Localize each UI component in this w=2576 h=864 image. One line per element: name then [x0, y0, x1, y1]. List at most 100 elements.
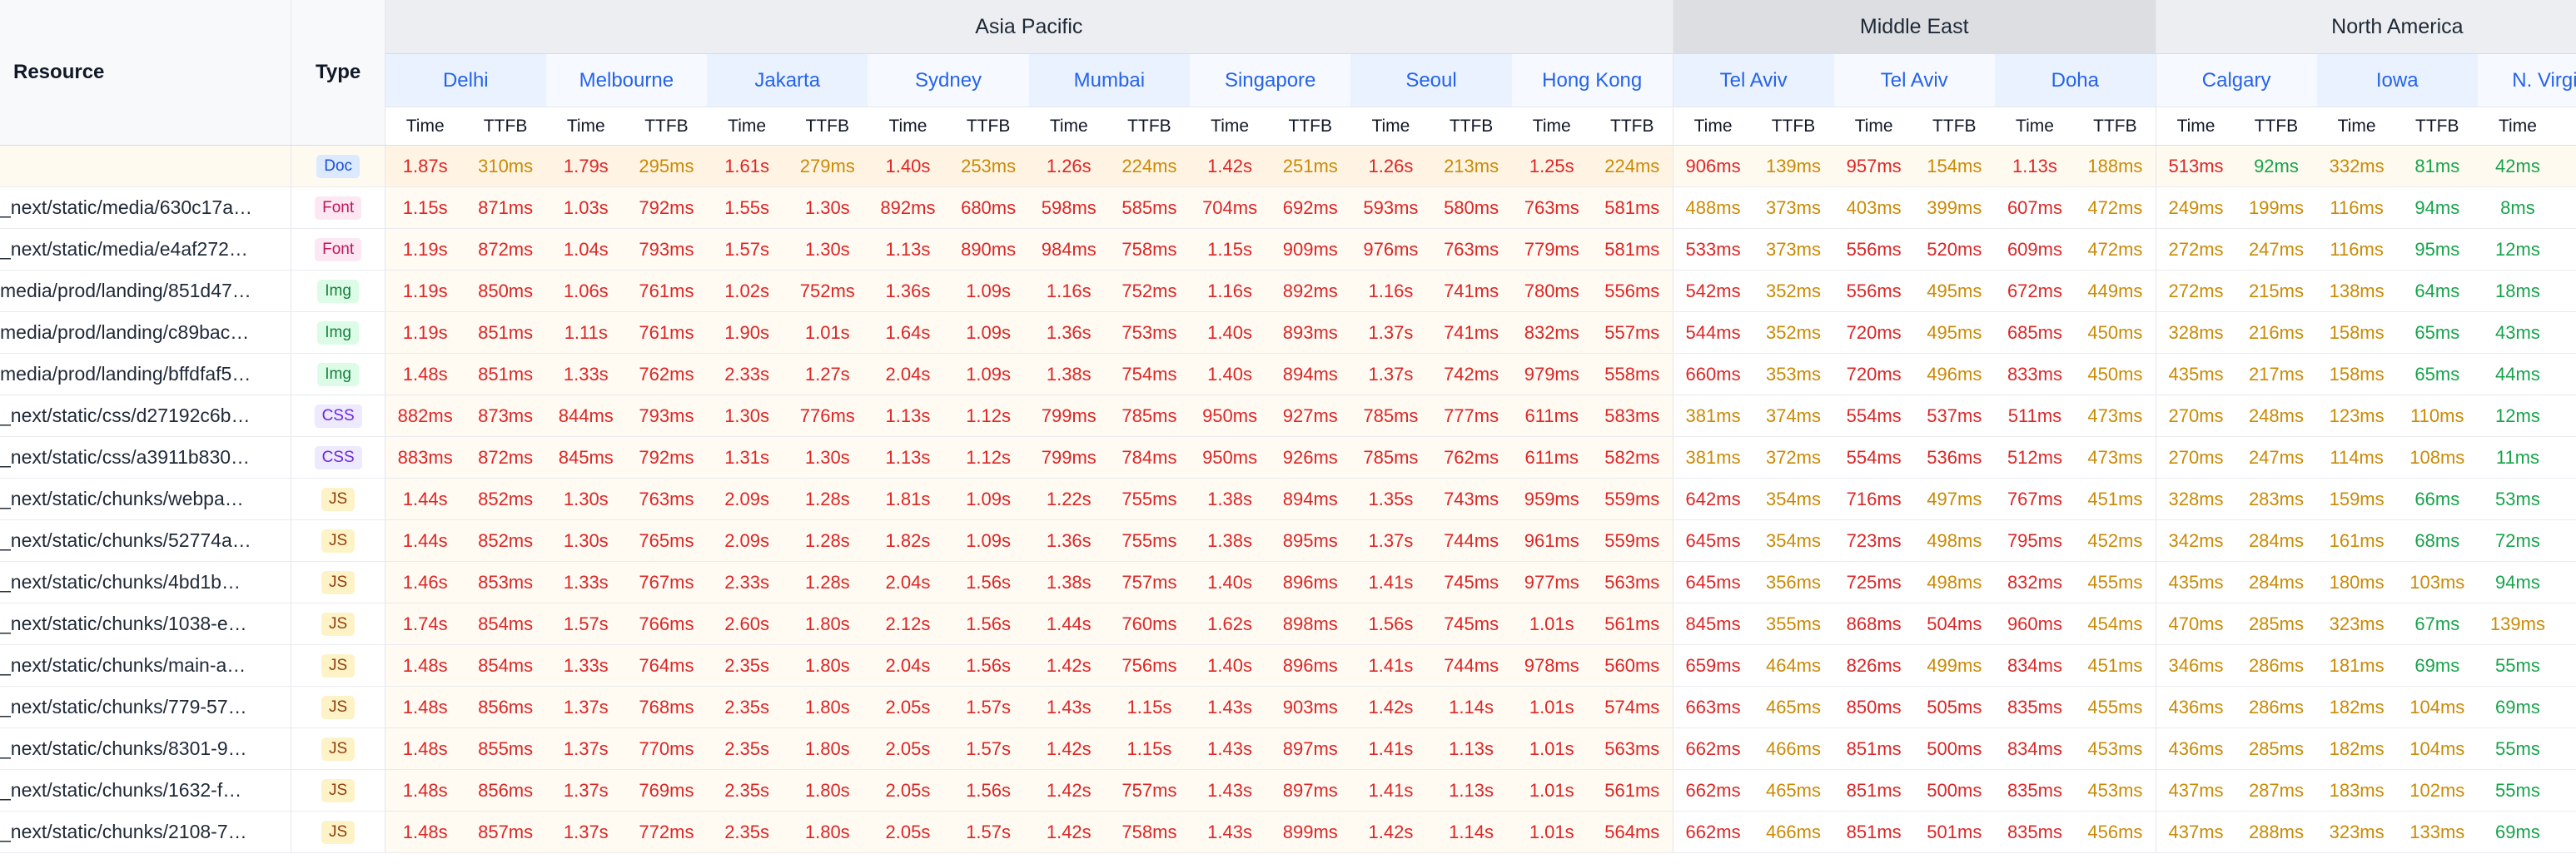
- city-header-doha[interactable]: Doha: [1994, 53, 2156, 107]
- table-row[interactable]: _next/static/chunks/52774a… JS 1.44s 852ms 1…: [0, 519, 2576, 562]
- city-header-singapore[interactable]: Singapore: [1190, 53, 1351, 107]
- ttfb-subheader[interactable]: TTFB: [2396, 107, 2478, 146]
- resource-name[interactable]: _next/static/chunks/1632-f…: [0, 769, 292, 812]
- table-row[interactable]: _next/static/chunks/webpa… JS 1.44s 852ms 1.…: [0, 478, 2576, 520]
- ttfb-subheader[interactable]: TTFB: [1753, 107, 1834, 146]
- city-header-tel-aviv[interactable]: Tel Aviv: [1673, 53, 1834, 107]
- city-header-seoul[interactable]: Seoul: [1350, 53, 1512, 107]
- type-column-header[interactable]: Type: [291, 0, 385, 146]
- ttfb-subheader[interactable]: TTFB: [947, 107, 1029, 146]
- ttfb-value: 581ms: [1591, 228, 1673, 271]
- resource-name[interactable]: _next/static/chunks/2108-7…: [0, 811, 292, 853]
- resource-name[interactable]: [0, 145, 292, 187]
- time-subheader[interactable]: Time: [385, 107, 465, 146]
- resource-name[interactable]: _next/static/chunks/main-a…: [0, 644, 292, 687]
- time-value: 1.40s: [1190, 561, 1271, 603]
- time-subheader[interactable]: Time: [1673, 107, 1753, 146]
- resource-name[interactable]: _next/static/chunks/8301-9…: [0, 727, 292, 770]
- ttfb-subheader[interactable]: TTFB: [1108, 107, 1191, 146]
- time-subheader[interactable]: Time: [2156, 107, 2236, 146]
- ttfb-subheader[interactable]: TTFB: [1591, 107, 1673, 146]
- time-value: 1.11s: [545, 311, 626, 354]
- time-value: 1.42s: [1350, 811, 1431, 853]
- ttfb-subheader[interactable]: TTFB: [1913, 107, 1995, 146]
- table-row[interactable]: _next/static/chunks/1038-e… JS 1.74s 854ms 1…: [0, 603, 2576, 645]
- city-header-calgary[interactable]: Calgary: [2156, 53, 2317, 107]
- ttfb-subheader[interactable]: TTFB: [625, 107, 708, 146]
- time-value: 1.16s: [1350, 270, 1431, 312]
- ttfb-subheader[interactable]: TTFB: [2075, 107, 2156, 146]
- city-header-delhi[interactable]: Delhi: [385, 53, 546, 107]
- ttfb-value: 284ms: [2235, 519, 2317, 562]
- table-row[interactable]: Doc 1.87s 310ms 1.79s 295ms 1.61s 279ms 1.40s 25…: [0, 145, 2576, 187]
- ttfb-value: 94ms: [2396, 186, 2478, 229]
- ttfb-subheader[interactable]: TTFB: [1270, 107, 1351, 146]
- time-value: 1.36s: [868, 270, 948, 312]
- ttfb-value: 1.56s: [947, 644, 1029, 687]
- resource-name[interactable]: media/prod/landing/bffdfaf5…: [0, 353, 292, 395]
- city-header-hong-kong[interactable]: Hong Kong: [1511, 53, 1673, 107]
- resource-name[interactable]: _next/static/media/630c17a…: [0, 186, 292, 229]
- resource-name[interactable]: _next/static/css/a3911b830…: [0, 436, 292, 479]
- table-row[interactable]: _next/static/chunks/2108-7… JS 1.48s 857ms 1…: [0, 811, 2576, 853]
- table-row[interactable]: _next/static/css/a3911b830… CSS 883ms 872ms…: [0, 436, 2576, 479]
- resource-name[interactable]: media/prod/landing/c89bac…: [0, 311, 292, 354]
- table-row[interactable]: media/prod/landing/c89bac… Img 1.19s 851ms 1…: [0, 311, 2576, 354]
- time-subheader[interactable]: Time: [1190, 107, 1271, 146]
- ttfb-value: 1.15s: [1108, 686, 1191, 728]
- ttfb-value: 743ms: [1430, 478, 1512, 520]
- table-row[interactable]: _next/static/chunks/main-a… JS 1.48s 854ms 1…: [0, 644, 2576, 687]
- type-cell: Img: [291, 270, 385, 312]
- resource-name[interactable]: media/prod/landing/851d47…: [0, 270, 292, 312]
- city-header-sydney[interactable]: Sydney: [868, 53, 1029, 107]
- ttfb-subheader[interactable]: TTFB: [2235, 107, 2317, 146]
- time-subheader[interactable]: Time: [1511, 107, 1592, 146]
- city-header-n-virginia[interactable]: N. Virginia: [2477, 53, 2576, 107]
- time-subheader[interactable]: Time: [2477, 107, 2559, 146]
- table-row[interactable]: _next/static/chunks/8301-9… JS 1.48s 855ms 1…: [0, 727, 2576, 770]
- time-value: 1.62s: [1190, 603, 1271, 645]
- type-cell: Font: [291, 228, 385, 271]
- table-row[interactable]: _next/static/chunks/779-57… JS 1.48s 856ms 1…: [0, 686, 2576, 728]
- resource-name[interactable]: _next/static/chunks/1038-e…: [0, 603, 292, 645]
- table-row[interactable]: _next/static/media/630c17a… Font 1.15s 871m…: [0, 186, 2576, 229]
- ttfb-value: 68ms: [2396, 519, 2478, 562]
- resource-name[interactable]: _next/static/chunks/webpa…: [0, 478, 292, 520]
- resource-name[interactable]: _next/static/chunks/779-57…: [0, 686, 292, 728]
- ttfb-value: 753ms: [1108, 311, 1191, 354]
- resource-name[interactable]: _next/static/chunks/52774a…: [0, 519, 292, 562]
- time-subheader[interactable]: Time: [1028, 107, 1109, 146]
- city-header-melbourne[interactable]: Melbourne: [545, 53, 708, 107]
- ttfb-subheader[interactable]: TTFB: [465, 107, 546, 146]
- time-value: 662ms: [1673, 727, 1753, 770]
- ttfb-subheader[interactable]: TTFB: [2558, 107, 2576, 146]
- table-row[interactable]: media/prod/landing/851d47… Img 1.19s 850ms 1…: [0, 270, 2576, 312]
- table-row[interactable]: _next/static/chunks/4bd1b… JS 1.46s 853ms 1.…: [0, 561, 2576, 603]
- table-row[interactable]: _next/static/css/d27192c6b… CSS 882ms 873ms…: [0, 395, 2576, 437]
- resource-name[interactable]: _next/static/chunks/4bd1b…: [0, 561, 292, 603]
- city-header-jakarta[interactable]: Jakarta: [707, 53, 868, 107]
- time-subheader[interactable]: Time: [868, 107, 948, 146]
- time-subheader[interactable]: Time: [545, 107, 626, 146]
- ttfb-subheader[interactable]: TTFB: [1430, 107, 1512, 146]
- time-subheader[interactable]: Time: [2316, 107, 2397, 146]
- time-subheader[interactable]: Time: [1833, 107, 1914, 146]
- time-subheader[interactable]: Time: [1350, 107, 1431, 146]
- ttfb-value: 15ms: [2558, 686, 2576, 728]
- time-subheader[interactable]: Time: [707, 107, 788, 146]
- city-header-tel-aviv[interactable]: Tel Aviv: [1833, 53, 1995, 107]
- table-row[interactable]: _next/static/media/e4af272… Font 1.19s 872m…: [0, 228, 2576, 271]
- time-value: 645ms: [1673, 519, 1753, 562]
- resource-column-header[interactable]: Resource: [0, 0, 292, 146]
- table-row[interactable]: _next/static/chunks/1632-f… JS 1.48s 856ms 1…: [0, 769, 2576, 812]
- time-subheader[interactable]: Time: [1994, 107, 2076, 146]
- ttfb-value: 133ms: [2396, 811, 2478, 853]
- time-value: 892ms: [868, 186, 948, 229]
- table-row[interactable]: media/prod/landing/bffdfaf5… Img 1.48s 851m…: [0, 353, 2576, 395]
- resource-name[interactable]: _next/static/css/d27192c6b…: [0, 395, 292, 437]
- city-header-mumbai[interactable]: Mumbai: [1028, 53, 1191, 107]
- ttfb-value: 926ms: [1270, 436, 1351, 479]
- resource-name[interactable]: _next/static/media/e4af272…: [0, 228, 292, 271]
- city-header-iowa[interactable]: Iowa: [2316, 53, 2478, 107]
- ttfb-subheader[interactable]: TTFB: [787, 107, 868, 146]
